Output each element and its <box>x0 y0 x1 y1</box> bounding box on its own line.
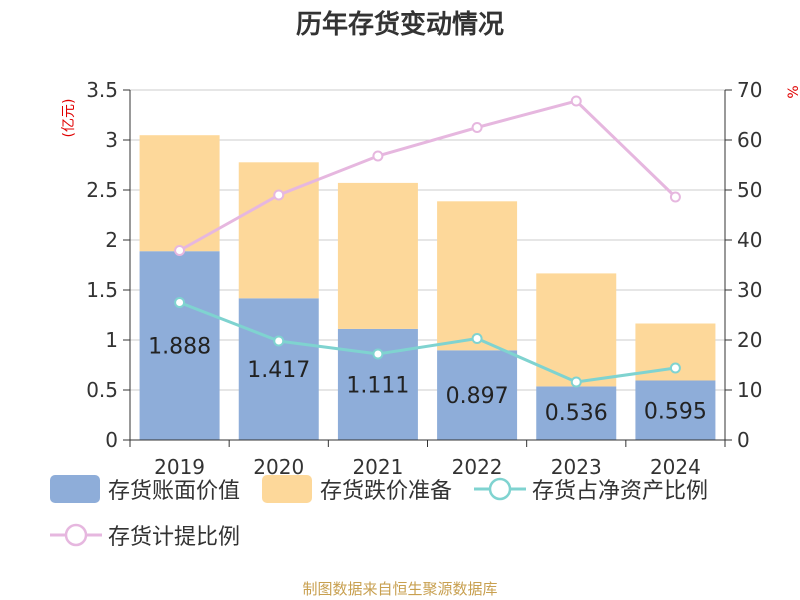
bar-book-value[interactable] <box>337 328 418 440</box>
y-left-unit: (亿元) <box>61 99 77 138</box>
y-left-tick-label: 3 <box>105 128 118 152</box>
legend: 存货账面价值 存货跌价准备 存货占净资产比例 存货计提比例 <box>50 472 790 552</box>
line-provision-ratio <box>178 99 677 252</box>
bar-data-label: 0.595 <box>644 399 707 424</box>
legend-swatch-impairment <box>262 475 313 503</box>
x-tick-label: 2019 <box>154 455 205 479</box>
bar-book-value[interactable] <box>635 380 716 441</box>
point-net-asset-ratio[interactable] <box>174 297 186 308</box>
point-provision-ratio[interactable] <box>273 189 285 201</box>
chart-title: 历年存货变动情况 <box>295 10 504 40</box>
point-provision-ratio[interactable] <box>471 122 483 133</box>
x-tick-label: 2021 <box>352 455 403 479</box>
point-net-asset-ratio[interactable] <box>372 348 384 360</box>
line-net-asset-ratio <box>179 301 676 384</box>
legend-item-net-asset-ratio[interactable]: 存货占净资产比例 <box>474 472 708 506</box>
point-provision-ratio[interactable] <box>372 150 384 162</box>
bar-data-label: 0.897 <box>446 384 509 409</box>
legend-label-net-asset-ratio: 存货占净资产比例 <box>532 479 709 504</box>
legend-label-provision-ratio: 存货计提比例 <box>108 525 241 550</box>
legend-swatch-provision-ratio <box>50 523 102 547</box>
point-provision-ratio[interactable] <box>570 95 582 107</box>
y-right-tick-label: 50 <box>737 178 762 202</box>
legend-item-impairment[interactable]: 存货跌价准备 <box>262 472 452 506</box>
point-provision-ratio[interactable] <box>174 245 186 256</box>
bar-data-label: 1.111 <box>346 373 409 398</box>
x-tick-label: 2023 <box>551 455 602 479</box>
source-note: 制图数据来自恒生聚源数据库 <box>302 580 498 598</box>
y-right-tick-label: 20 <box>737 328 762 352</box>
legend-item-provision-ratio[interactable]: 存货计提比例 <box>50 518 240 552</box>
labels: 1.888 1.417 1.111 0.897 0.536 0.595 <box>148 335 707 426</box>
y-left-tick-label: 2 <box>105 228 118 252</box>
y-right-tick-label: 0 <box>737 428 750 452</box>
point-net-asset-ratio[interactable] <box>570 376 582 388</box>
y-left-tick-label: 0 <box>105 428 118 452</box>
point-provision-ratio[interactable] <box>669 191 681 203</box>
bar-data-label: 1.888 <box>148 335 211 360</box>
legend-label-impairment: 存货跌价准备 <box>320 479 453 504</box>
bar-book-value[interactable] <box>536 386 617 440</box>
legend-swatch-book-value <box>50 475 100 503</box>
y-left-tick-label: 1.5 <box>86 278 118 302</box>
bar-data-label: 1.417 <box>247 358 310 383</box>
x-tick-label: 2022 <box>452 455 503 479</box>
bar-book-value[interactable] <box>139 251 220 440</box>
legend-item-book-value[interactable]: 存货账面价值 <box>50 472 240 506</box>
x-tick-label: 2024 <box>650 455 701 479</box>
y-right-tick-label: 10 <box>737 378 762 402</box>
y-left-tick-label: 3.5 <box>86 78 118 102</box>
bar-impairment[interactable] <box>437 201 518 351</box>
bar-data-label: 0.536 <box>545 401 608 426</box>
legend-swatch-net-asset-ratio <box>474 477 527 501</box>
y-right-unit: % <box>786 85 800 98</box>
lines <box>174 95 681 388</box>
bar-impairment[interactable] <box>139 135 220 252</box>
point-net-asset-ratio[interactable] <box>471 333 483 344</box>
bar-impairment[interactable] <box>536 273 617 387</box>
axes: 0 0.5 1 1.5 2 2.5 3 3.5 0 10 20 30 40 50 60 70 (亿元)% 2019… <box>61 78 800 479</box>
y-right-tick-label: 30 <box>737 278 762 302</box>
point-net-asset-ratio[interactable] <box>273 335 285 347</box>
bars <box>139 135 716 441</box>
y-right-tick-label: 70 <box>737 78 762 102</box>
legend-label-book-value: 存货账面价值 <box>108 479 241 504</box>
point-net-asset-ratio[interactable] <box>669 362 681 374</box>
y-left-tick-label: 1 <box>105 328 118 352</box>
grid <box>130 89 725 391</box>
bar-book-value[interactable] <box>437 350 518 440</box>
bar-book-value[interactable] <box>238 298 319 440</box>
y-right-tick-label: 60 <box>737 128 762 152</box>
bar-impairment[interactable] <box>337 182 418 329</box>
y-right-tick-label: 40 <box>737 228 762 252</box>
y-left-tick-label: 2.5 <box>86 178 118 202</box>
y-left-tick-label: 0.5 <box>86 378 118 402</box>
